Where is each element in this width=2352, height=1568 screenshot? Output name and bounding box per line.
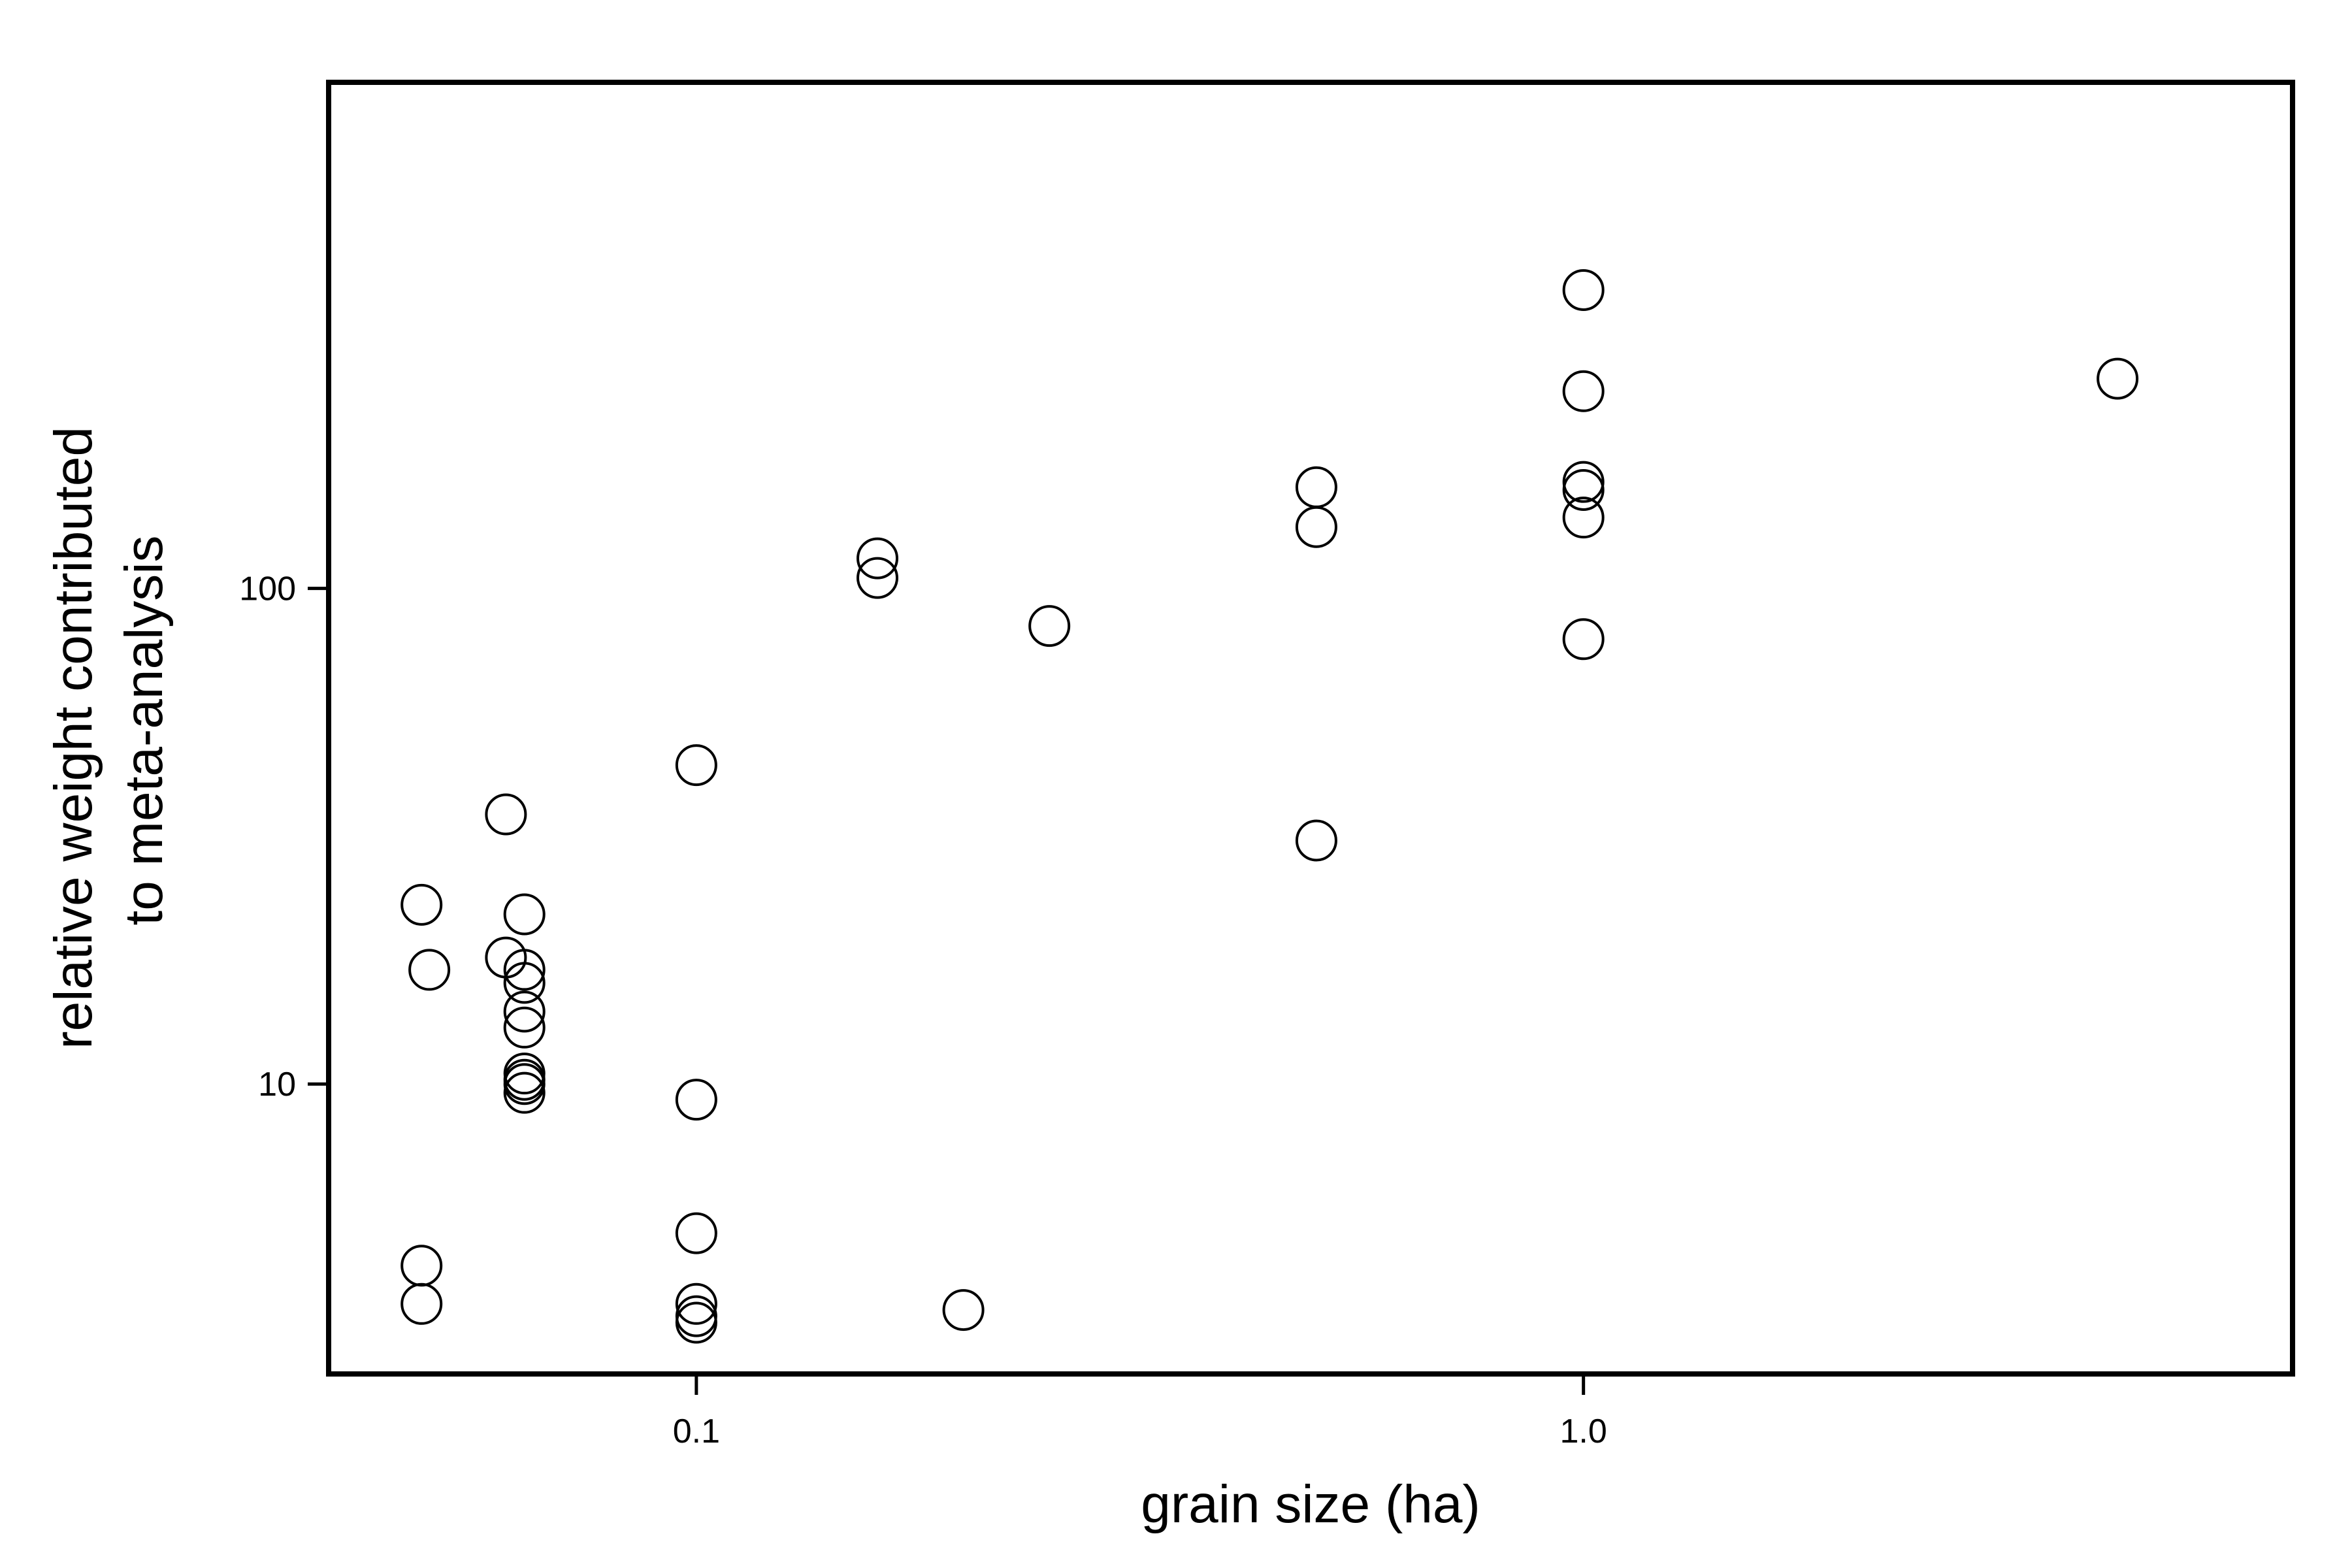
- data-point: [1562, 468, 1605, 511]
- x-axis: 0.1 1.0: [673, 1374, 1607, 1450]
- plot-frame: [326, 80, 2295, 1377]
- data-point: [503, 1006, 546, 1049]
- x-tick-label: 0.1: [673, 1413, 720, 1450]
- y-axis-title: relative weight contributed to meta-anal…: [44, 412, 174, 1049]
- data-point: [1562, 269, 1605, 311]
- data-point: [675, 1301, 717, 1344]
- data-point: [485, 793, 527, 836]
- x-axis-title: grain size (ha): [1141, 1475, 1480, 1534]
- y-tick-label: 10: [258, 1066, 296, 1103]
- data-point: [857, 557, 899, 599]
- y-tick-label: 100: [239, 570, 296, 608]
- data-point: [503, 1071, 546, 1114]
- data-point: [1295, 506, 1337, 548]
- data-point: [400, 883, 443, 926]
- data-point: [503, 1063, 546, 1105]
- data-point: [1295, 819, 1337, 862]
- data-point: [675, 1079, 717, 1121]
- data-point: [675, 744, 717, 787]
- data-point: [942, 1289, 985, 1331]
- y-axis-title-line-1: relative weight contributed: [44, 427, 103, 1049]
- data-point: [400, 1245, 443, 1287]
- data-point: [1562, 461, 1605, 503]
- data-point: [503, 990, 546, 1033]
- data-point: [400, 1282, 443, 1325]
- data-point: [857, 537, 899, 580]
- y-axis: 10 100: [239, 570, 329, 1103]
- data-point: [675, 1282, 717, 1325]
- data-point: [408, 949, 451, 991]
- data-point: [1562, 370, 1605, 412]
- data-point: [675, 1212, 717, 1254]
- data-point: [2097, 357, 2139, 400]
- data-point: [1562, 497, 1605, 539]
- x-tick-label: 1.0: [1560, 1413, 1607, 1450]
- data-point: [503, 893, 546, 936]
- data-point: [1562, 618, 1605, 661]
- data-points: [400, 269, 2139, 1344]
- data-point: [1028, 605, 1071, 647]
- data-point: [503, 962, 546, 1004]
- y-axis-title-line-2: to meta-analysis: [114, 535, 174, 925]
- data-point: [503, 949, 546, 991]
- data-point: [1295, 466, 1337, 508]
